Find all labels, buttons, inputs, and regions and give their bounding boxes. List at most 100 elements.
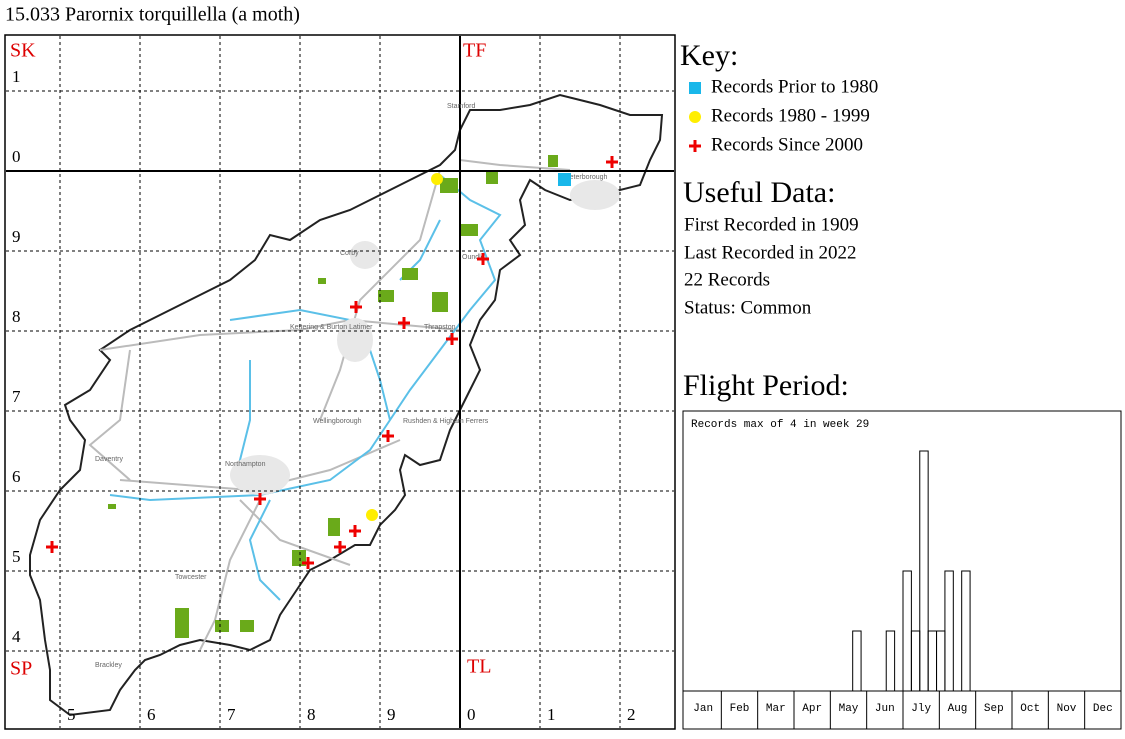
month-label: Jly	[911, 703, 931, 715]
record-pre-1980	[558, 173, 571, 186]
record-since-2000	[349, 525, 361, 537]
month-label: Jan	[693, 703, 713, 715]
key-item: Records Prior to 1980	[711, 76, 878, 97]
month-label: Jun	[875, 703, 895, 715]
woods	[108, 155, 558, 638]
square-label: SK	[10, 40, 36, 62]
town-label: Brackley	[95, 662, 122, 669]
town-label: Corby	[340, 250, 359, 257]
page-title: 15.033 Parornix torquillella (a moth)	[5, 4, 300, 26]
bar	[852, 630, 862, 692]
useful-line: Last Recorded in 2022	[684, 242, 857, 263]
month-label: Oct	[1020, 703, 1040, 715]
wood	[460, 224, 478, 236]
month-label: Mar	[766, 703, 786, 715]
grid-label: 8	[12, 307, 21, 326]
town-label: Thrapston	[424, 324, 456, 331]
wood	[108, 504, 116, 509]
grid-label: 5	[12, 547, 21, 566]
record-since-2000	[350, 301, 362, 313]
useful-line: First Recorded in 1909	[684, 214, 859, 235]
record-1980-1999	[366, 509, 378, 521]
grid-label: 4	[12, 627, 21, 646]
chart-annotation: Records max of 4 in week 29	[691, 419, 869, 431]
square-label: TL	[467, 656, 491, 678]
town-label: Wellingborough	[313, 418, 362, 425]
wood	[378, 290, 394, 302]
wood	[486, 172, 498, 184]
grid-label: 7	[12, 387, 21, 406]
key-marker	[689, 140, 701, 152]
grid-label: 6	[12, 467, 21, 486]
record-since-2000	[334, 541, 346, 553]
record-since-2000	[398, 317, 410, 329]
month-label: Nov	[1057, 703, 1077, 715]
town-label: Rushden & Higham Ferrers	[403, 418, 489, 425]
chart-title: Flight Period:	[683, 369, 849, 402]
record-since-2000	[302, 557, 314, 569]
record-1980-1999	[431, 173, 443, 185]
grid-label: 7	[227, 705, 236, 724]
bar	[944, 570, 954, 692]
bar	[885, 630, 896, 692]
month-label: Dec	[1093, 703, 1113, 715]
record-since-2000	[382, 430, 394, 442]
key: Key: Records Prior to 1980 Records 1980 …	[680, 39, 878, 155]
records	[46, 156, 618, 569]
grid-label: 0	[467, 705, 476, 724]
road	[319, 169, 441, 421]
town-label: Stamford	[447, 103, 476, 110]
useful-data: Useful Data: First Recorded in 1909 Last…	[683, 176, 859, 318]
town-label: Towcester	[175, 574, 207, 581]
square-label: SP	[10, 658, 32, 680]
grid-label: 0	[12, 147, 21, 166]
wood	[240, 620, 254, 632]
road	[459, 159, 571, 171]
wood	[402, 268, 418, 280]
wood	[440, 178, 458, 193]
record-since-2000	[254, 493, 266, 505]
map-frame	[4, 34, 676, 730]
town-area	[230, 455, 290, 495]
towns-areas	[230, 180, 620, 495]
wood	[318, 278, 326, 284]
town-label: Daventry	[95, 456, 124, 463]
town-area	[350, 241, 380, 269]
record-since-2000	[477, 253, 489, 265]
grid-label: 1	[12, 67, 21, 86]
record-since-2000	[606, 156, 618, 168]
road	[88, 349, 131, 481]
wood	[432, 292, 448, 312]
record-since-2000	[46, 541, 58, 553]
wood	[548, 155, 558, 167]
key-marker	[689, 111, 701, 123]
grid-label: 6	[147, 705, 156, 724]
key-item: Records Since 2000	[711, 134, 863, 155]
grid-label: 9	[12, 227, 21, 246]
bar	[919, 450, 929, 692]
useful-line: Status: Common	[684, 297, 812, 318]
month-label: Apr	[802, 703, 822, 715]
town-area	[570, 180, 620, 210]
flight-period: Flight Period: Records max of 4 in week …	[682, 369, 1122, 730]
month-label: Aug	[948, 703, 968, 715]
road	[199, 499, 261, 651]
town-label: Peterborough	[565, 174, 608, 181]
month-label: May	[839, 703, 859, 715]
grid-label: 1	[547, 705, 556, 724]
square-label: TF	[463, 40, 486, 62]
useful-title: Useful Data:	[683, 176, 835, 209]
grid-label: 8	[307, 705, 316, 724]
useful-line: 22 Records	[684, 269, 770, 290]
town-label: Kettering & Burton Latimer	[290, 324, 373, 331]
wood	[215, 620, 229, 632]
grid-label: 2	[627, 705, 636, 724]
river	[248, 499, 281, 601]
county-outline	[29, 93, 664, 717]
month-label: Sep	[984, 703, 1004, 715]
grid-label: 5	[67, 705, 76, 724]
